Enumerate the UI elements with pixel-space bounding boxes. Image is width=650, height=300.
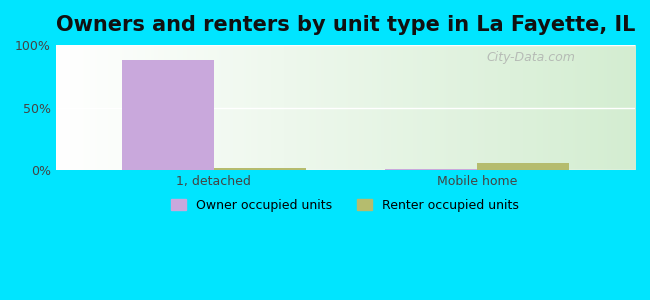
Bar — [214, 168, 306, 170]
Bar — [122, 60, 214, 170]
Title: Owners and renters by unit type in La Fayette, IL: Owners and renters by unit type in La Fa… — [56, 15, 635, 35]
Bar — [385, 169, 477, 170]
Bar — [477, 163, 569, 170]
Legend: Owner occupied units, Renter occupied units: Owner occupied units, Renter occupied un… — [166, 194, 525, 217]
Text: City-Data.com: City-Data.com — [486, 51, 575, 64]
